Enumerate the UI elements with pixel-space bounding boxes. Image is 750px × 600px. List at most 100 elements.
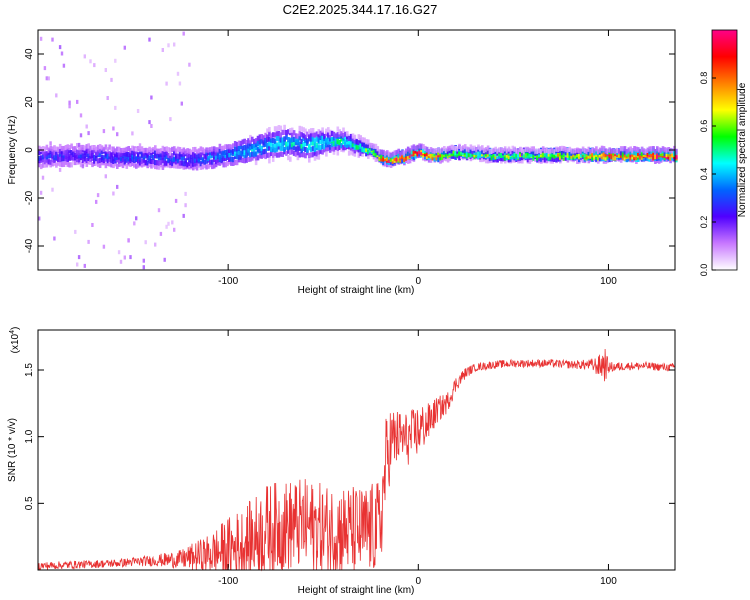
heatmap-cell [104,156,108,162]
heatmap-cell [380,156,383,162]
heatmap-cell [89,145,92,151]
heatmap-cell [144,147,148,153]
heatmap-cell [290,132,294,138]
heatmap-cell [228,147,231,153]
heatmap-cell [602,154,606,160]
heatmap-cell [72,155,75,161]
heatmap-cell [446,146,450,152]
heatmap-cell [486,149,490,155]
heatmap-cell [53,150,56,156]
heatmap-cell [232,149,235,155]
heatmap-cell [173,163,176,169]
heatmap-cell [108,161,111,167]
heatmap-cell [77,142,81,147]
heatmap-cell [256,140,260,147]
heatmap-cell [157,160,161,166]
heatmap-cell [163,155,167,161]
heatmap-cell [294,140,298,146]
heatmap-cell [45,151,49,157]
heatmap-cell [279,140,283,146]
heatmap-cell [619,157,623,163]
heatmap-cell [173,42,176,47]
heatmap-cell [39,155,43,161]
heatmap-cell [321,127,324,133]
heatmap-cell [406,146,410,152]
heatmap-cell [146,163,149,169]
heatmap-cell [665,147,669,153]
heatmap-cell [256,146,260,152]
heatmap-cell [443,149,446,155]
heatmap-cell [334,141,338,147]
heatmap-cell [353,138,357,144]
heatmap-cell [336,126,340,132]
heatmap-cell [547,155,551,161]
heatmap-cell [311,152,315,158]
heatmap-cell [604,148,608,154]
heatmap-cell [283,124,286,130]
heatmap-cell [317,145,321,151]
colorbar: 0.0 0.2 0.4 0.6 0.8 Normalized spectral ampl… [699,29,748,276]
heatmap-cell [150,163,153,169]
heatmap-cell [169,163,172,169]
heatmap-cell [357,152,361,158]
heatmap-cell [142,157,146,163]
heatmap-cell [652,150,655,156]
heatmap-cell [581,146,585,152]
heatmap-cell [481,148,484,154]
heatmap-cell [498,147,501,153]
heatmap-cell [328,136,332,142]
heatmap-cell [357,144,361,150]
heatmap-cell [619,146,623,152]
heatmap-cell [112,191,115,196]
heatmap-cell [96,150,100,156]
heatmap-cell [186,162,189,168]
heatmap-cell [205,158,208,164]
heatmap-cell [602,146,606,152]
heatmap-cell [473,145,476,151]
heatmap-cell [64,154,68,160]
heatmap-cell [129,155,132,161]
heatmap-cell [515,155,518,161]
heatmap-cell [165,160,168,166]
heatmap-cell [443,152,446,158]
heatmap-cell [51,149,54,155]
heatmap-cell [454,145,457,152]
heatmap-cell [349,142,353,149]
heatmap-cell [412,144,416,150]
heatmap-cell [58,151,62,157]
heatmap-cell [507,146,511,152]
heatmap-cell [195,165,199,171]
heatmap-cell [157,208,161,213]
snr-frame [37,329,676,571]
heatmap-cell [247,156,250,162]
heatmap-cell [178,81,182,86]
heatmap-cell [266,145,269,151]
heatmap-cell [228,152,231,158]
heatmap-cell [469,144,473,150]
heatmap-cell [214,150,218,156]
heatmap-cell [211,150,214,156]
heatmap-cell [270,146,273,152]
heatmap-cell [157,155,161,161]
heatmap-cell [277,144,281,150]
heatmap-cell [328,147,332,153]
heatmap-cell [568,146,572,152]
heatmap-cell [500,151,503,157]
heatmap-cell [633,146,636,152]
heatmap-cell [302,141,305,147]
heatmap-cell [169,117,172,122]
heatmap-cell [583,151,587,158]
heatmap-cell [353,134,357,140]
heatmap-cell [83,156,87,162]
heatmap-cell [152,147,155,153]
heatmap-cell [439,158,442,164]
heatmap-cell [526,157,530,163]
heatmap-cell [95,146,98,152]
heatmap-cell [471,145,475,151]
heatmap-cell [346,131,349,137]
heatmap-cell [570,153,573,159]
heatmap-cell [657,150,661,156]
heatmap-cell [513,146,516,152]
heatmap-cell [332,140,336,146]
heatmap-cell [180,148,184,155]
